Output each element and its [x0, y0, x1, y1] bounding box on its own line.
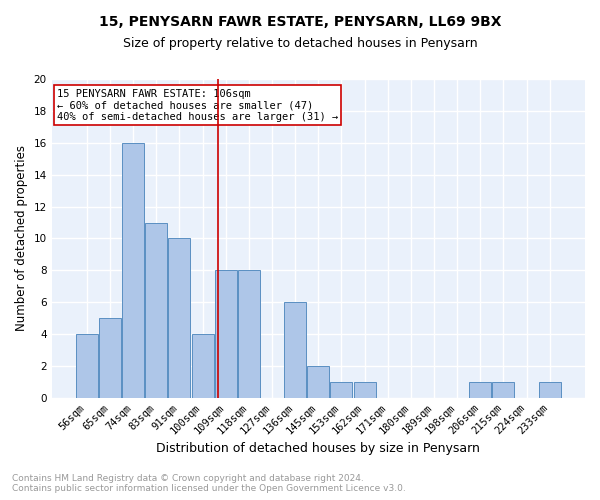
Bar	[493, 382, 514, 398]
Text: 15, PENYSARN FAWR ESTATE, PENYSARN, LL69 9BX: 15, PENYSARN FAWR ESTATE, PENYSARN, LL69…	[99, 15, 501, 29]
Text: Size of property relative to detached houses in Penysarn: Size of property relative to detached ho…	[122, 38, 478, 51]
Bar	[307, 366, 329, 398]
Bar	[191, 334, 214, 398]
Text: 15 PENYSARN FAWR ESTATE: 106sqm
← 60% of detached houses are smaller (47)
40% of: 15 PENYSARN FAWR ESTATE: 106sqm ← 60% of…	[57, 88, 338, 122]
Bar	[76, 334, 98, 398]
Bar	[539, 382, 561, 398]
Y-axis label: Number of detached properties: Number of detached properties	[15, 146, 28, 332]
Bar	[145, 222, 167, 398]
Bar	[469, 382, 491, 398]
Bar	[238, 270, 260, 398]
Bar	[99, 318, 121, 398]
Text: Contains public sector information licensed under the Open Government Licence v3: Contains public sector information licen…	[12, 484, 406, 493]
Bar	[122, 143, 144, 398]
Bar	[284, 302, 306, 398]
Bar	[353, 382, 376, 398]
Text: Contains HM Land Registry data © Crown copyright and database right 2024.: Contains HM Land Registry data © Crown c…	[12, 474, 364, 483]
Bar	[331, 382, 352, 398]
X-axis label: Distribution of detached houses by size in Penysarn: Distribution of detached houses by size …	[157, 442, 480, 455]
Bar	[169, 238, 190, 398]
Bar	[215, 270, 237, 398]
